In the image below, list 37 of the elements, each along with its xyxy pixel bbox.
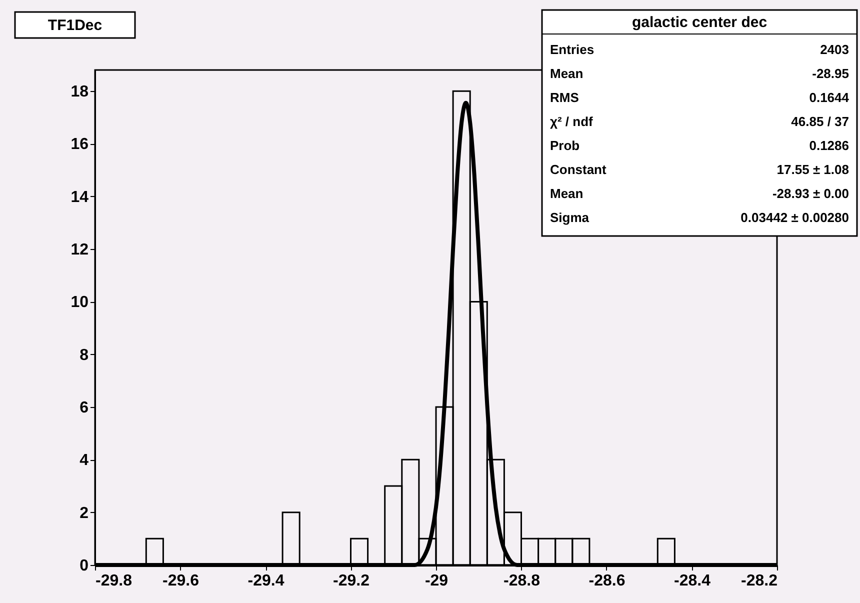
x-tick-label: -29.8 [96, 572, 132, 590]
y-tick-label: 4 [80, 452, 89, 470]
y-tick-label: 16 [70, 136, 89, 154]
x-tick-label: -29.4 [248, 572, 284, 590]
annotation: χ² / ndf [550, 114, 594, 129]
annotation: 17.55 ± 1.08 [776, 162, 849, 177]
y-tick-label: 14 [70, 188, 89, 206]
annotation: -28.93 ± 0.00 [772, 186, 849, 201]
text: Entries [550, 42, 594, 57]
y-tick-label: 8 [80, 346, 89, 364]
text: -28.95 [812, 66, 849, 81]
x-tick-label: -28.6 [588, 572, 626, 590]
text: 2403 [820, 42, 849, 57]
text: galactic center dec [632, 14, 768, 31]
annotation: Mean [550, 66, 584, 81]
annotation: Sigma [550, 210, 590, 225]
annotation: RMS [550, 90, 580, 105]
x-tick-label: -29.2 [333, 572, 370, 590]
text: 46.85 / 37 [791, 114, 849, 129]
y-tick-label: 2 [80, 504, 89, 522]
text: 0.1644 [809, 90, 850, 105]
x-tick-label: -28.8 [504, 572, 540, 590]
x-tick-label: -28.4 [674, 572, 711, 590]
x-tick-label: -29.6 [162, 572, 200, 590]
annotation: Prob [550, 138, 580, 153]
annotation: Constant [550, 162, 607, 177]
y-tick-label: 0 [80, 558, 89, 574]
x-tick-label: -28.2 [741, 572, 778, 590]
x-tick-label: -29 [424, 572, 448, 590]
annotation: 0.03442 ± 0.00280 [740, 210, 849, 225]
y-tick-label: 10 [70, 294, 89, 312]
y-tick-label: 6 [80, 400, 89, 417]
y-tick-label: 18 [70, 84, 89, 101]
annotation: Mean [550, 186, 584, 201]
y-tick-label: 12 [70, 242, 89, 259]
chart-title: TF1Dec [48, 17, 102, 34]
text: 0.1286 [809, 138, 849, 153]
